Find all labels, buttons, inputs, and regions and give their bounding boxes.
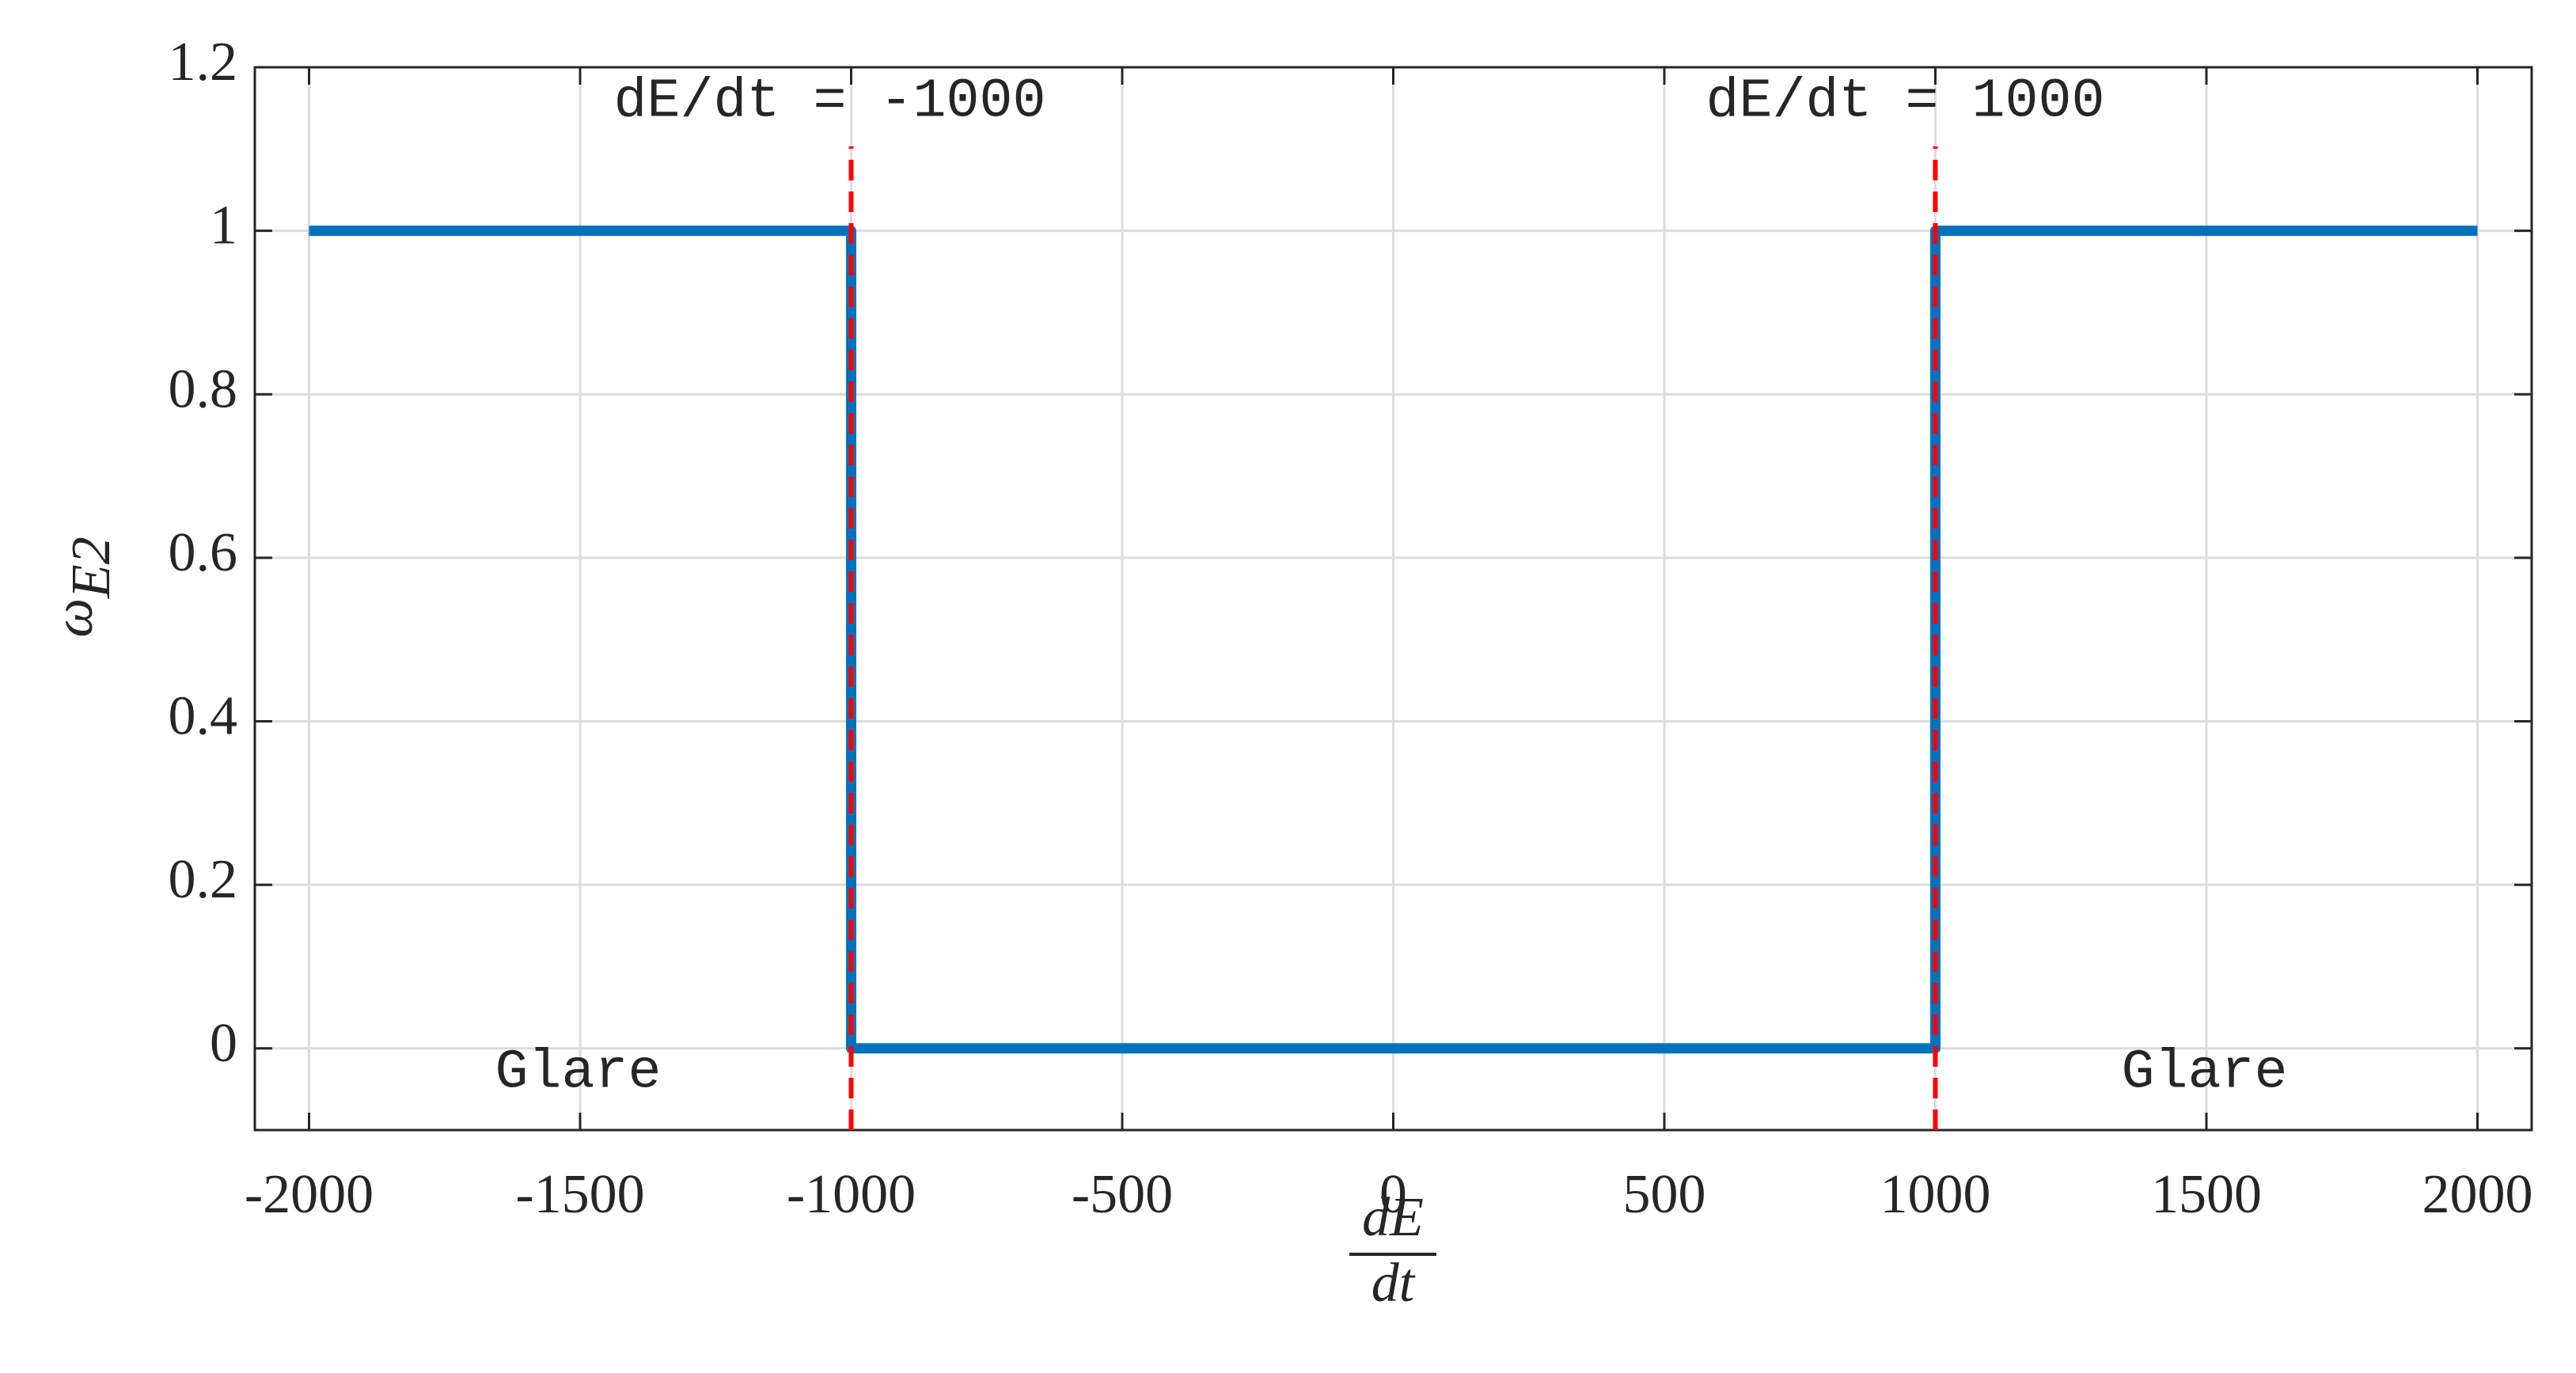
- annotation: Glare: [2121, 1041, 2287, 1104]
- x-tick-label: -2000: [245, 1164, 374, 1225]
- x-label-denominator: dt: [1371, 1253, 1416, 1314]
- axes-box: [253, 66, 2533, 1132]
- annotation: Glare: [495, 1041, 661, 1104]
- x-tick-label: -500: [1072, 1164, 1173, 1225]
- x-tick-label: -1500: [515, 1164, 644, 1225]
- y-tick-label: 1: [210, 195, 237, 256]
- x-tick-label: -1000: [787, 1164, 916, 1225]
- annotation: dE/dt = 1000: [1705, 70, 2104, 133]
- y-label-symbol: ω: [44, 598, 104, 637]
- y-label: ω E2: [44, 537, 122, 637]
- y-tick-label: 0.8: [169, 358, 238, 419]
- x-label-numerator: dE: [1362, 1187, 1424, 1248]
- x-tick-label: 500: [1623, 1164, 1706, 1225]
- y-label-subscript: E2: [61, 537, 122, 599]
- x-tick-label: 1000: [1880, 1164, 1991, 1225]
- y-tick-label: 0: [210, 1013, 237, 1074]
- annotation: dE/dt = -1000: [613, 70, 1045, 133]
- y-tick-label: 1.2: [169, 32, 238, 93]
- series-line: [309, 226, 2478, 1054]
- y-tick-label: 0.2: [169, 849, 238, 910]
- y-tick-label: 0.4: [169, 686, 238, 747]
- x-tick-label: 1500: [2151, 1164, 2262, 1225]
- y-tick-label: 0.6: [169, 522, 238, 583]
- x-tick-label: 0: [1379, 1164, 1407, 1225]
- x-tick-label: 2000: [2422, 1164, 2533, 1225]
